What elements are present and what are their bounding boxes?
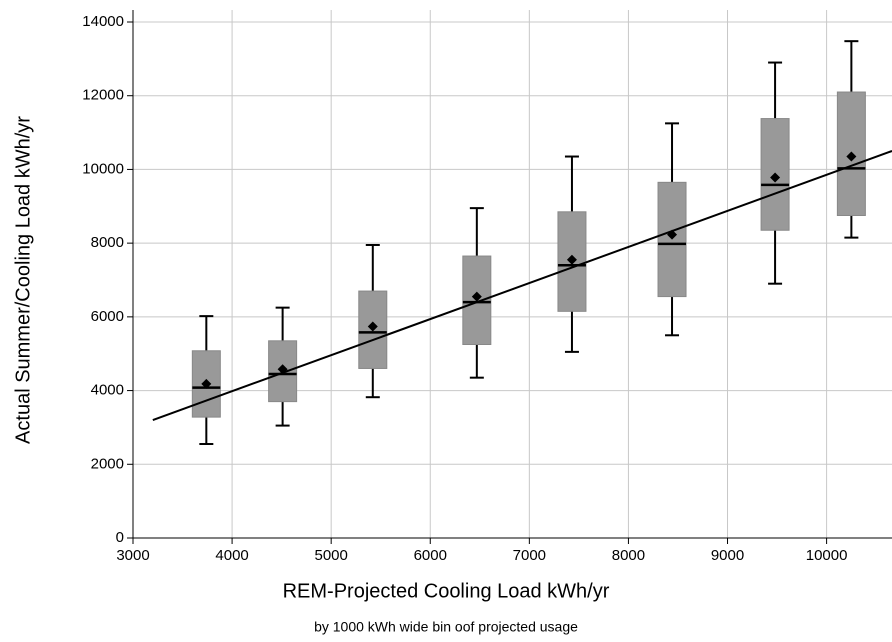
mean-marker xyxy=(201,378,212,389)
y-tick-label: 2000 xyxy=(91,455,124,472)
box xyxy=(760,118,790,231)
x-tick-label: 8000 xyxy=(612,547,645,564)
fit-line xyxy=(152,150,892,421)
x-tick-label: 3000 xyxy=(116,547,149,564)
y-tick-label: 6000 xyxy=(91,308,124,325)
subtitle: by 1000 kWh wide bin oof projected usage xyxy=(314,619,578,635)
x-tick-label: 5000 xyxy=(314,547,347,564)
y-tick-label: 10000 xyxy=(82,160,124,177)
mean-marker xyxy=(770,172,781,183)
y-tick-label: 12000 xyxy=(82,87,124,104)
mean-marker xyxy=(367,321,378,332)
y-tick-label: 8000 xyxy=(91,234,124,251)
x-tick-label: 10000 xyxy=(806,547,848,564)
x-tick-label: 9000 xyxy=(711,547,744,564)
x-tick-label: 7000 xyxy=(513,547,546,564)
x-tick-label: 4000 xyxy=(215,547,248,564)
x-axis-title: REM-Projected Cooling Load kWh/yr xyxy=(283,580,610,602)
y-tick-label: 4000 xyxy=(91,382,124,399)
y-tick-label: 0 xyxy=(116,529,124,546)
y-axis-title: Actual Summer/Cooling Load kWh/yr xyxy=(12,116,34,444)
mean-marker xyxy=(471,291,482,302)
y-tick-label: 14000 xyxy=(82,13,124,30)
mean-marker xyxy=(566,254,577,265)
mean-marker xyxy=(846,151,857,162)
x-tick-label: 6000 xyxy=(414,547,447,564)
